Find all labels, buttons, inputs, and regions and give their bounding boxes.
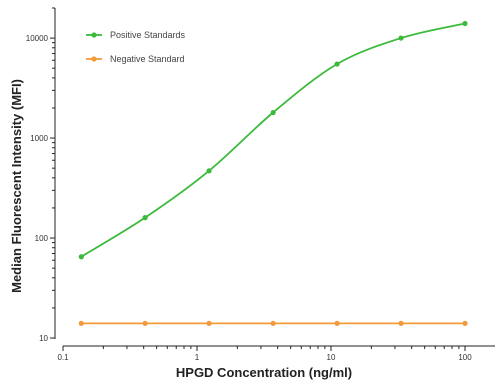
series-curves <box>80 22 466 325</box>
data-point-0 <box>334 61 340 67</box>
data-point-0 <box>462 20 468 27</box>
y-tick-label: 10 <box>39 334 48 343</box>
data-point-0 <box>398 35 404 41</box>
data-point-1 <box>78 320 84 326</box>
x-tick-label: 100 <box>458 353 472 362</box>
x-axis-ticks: 0.1 1 10 100 <box>57 346 472 362</box>
series-points <box>78 20 468 326</box>
data-point-1 <box>334 320 340 326</box>
data-point-0 <box>270 109 276 116</box>
data-point-0 <box>206 168 212 174</box>
x-tick-label: 1 <box>195 353 200 362</box>
y-tick-label: 1000 <box>30 134 48 143</box>
data-point-1 <box>206 320 212 326</box>
y-tick-label: 100 <box>35 234 49 243</box>
y-tick-label: 10000 <box>26 34 49 43</box>
data-point-1 <box>270 320 276 326</box>
data-point-1 <box>462 320 468 326</box>
data-point-0 <box>78 254 84 260</box>
x-tick-label: 10 <box>327 353 336 362</box>
x-axis-title: HPGD Concentration (ng/ml) <box>176 365 352 380</box>
legend-swatch-marker <box>91 32 97 38</box>
data-point-1 <box>398 320 404 326</box>
data-point-0 <box>142 215 148 221</box>
x-tick-label: 0.1 <box>57 353 69 362</box>
legend-swatch-marker <box>91 56 97 62</box>
data-point-1 <box>142 320 148 326</box>
y-axis-ticks: 10 100 1000 10000 <box>26 7 55 343</box>
legend: Positive Standards Negative Standard <box>86 30 186 64</box>
y-axis-title: Median Fluorescent Intensity (MFI) <box>9 79 24 293</box>
legend-entry-label: Negative Standard <box>110 54 185 64</box>
legend-entry-label: Positive Standards <box>110 30 186 40</box>
